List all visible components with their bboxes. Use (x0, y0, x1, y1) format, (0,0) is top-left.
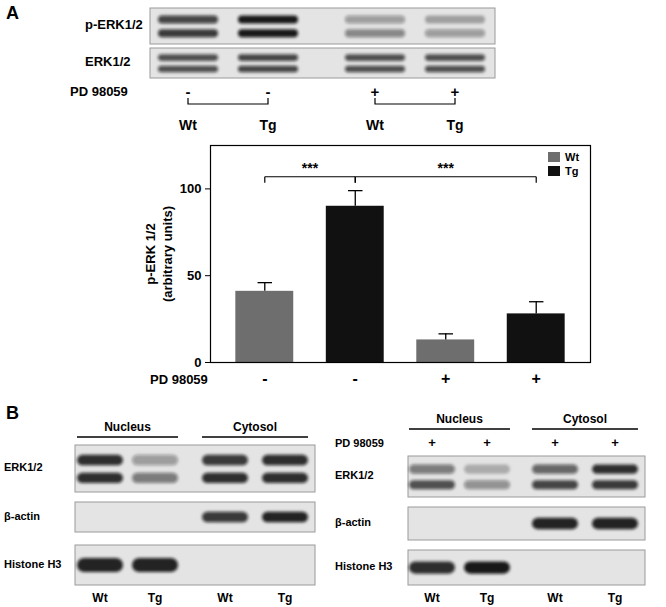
svg-text:+: + (551, 435, 559, 450)
svg-text:Wt: Wt (217, 591, 232, 605)
svg-text:+: + (371, 83, 380, 100)
svg-text:PD 98059: PD 98059 (335, 437, 384, 449)
svg-text:+: + (611, 435, 619, 450)
svg-text:***: *** (438, 160, 455, 176)
svg-text:Wt: Wt (92, 591, 107, 605)
svg-text:Tg: Tg (480, 591, 495, 605)
svg-text:Tg: Tg (148, 591, 163, 605)
svg-text:100: 100 (180, 181, 202, 196)
svg-text:ERK1/2: ERK1/2 (85, 54, 131, 69)
svg-text:p-ERK1/2: p-ERK1/2 (85, 17, 143, 32)
html-text:(arbitrary units): (arbitrary units) (160, 205, 175, 302)
svg-text:A: A (6, 3, 19, 23)
svg-text:0: 0 (194, 355, 201, 370)
svg-text:Histone H3: Histone H3 (4, 558, 61, 570)
svg-text:ERK1/2: ERK1/2 (335, 469, 374, 481)
svg-text:-: - (186, 83, 191, 100)
svg-text:Nucleus: Nucleus (436, 412, 483, 426)
svg-text:+: + (428, 435, 436, 450)
svg-text:Tg: Tg (608, 591, 623, 605)
svg-text:Histone H3: Histone H3 (335, 560, 392, 572)
svg-text:β-actin: β-actin (4, 510, 40, 522)
svg-text:Tg: Tg (446, 117, 463, 133)
svg-text:+: + (532, 370, 541, 387)
svg-text:Tg: Tg (278, 591, 293, 605)
svg-text:Cytosol: Cytosol (233, 420, 277, 434)
svg-text:Wt: Wt (547, 591, 562, 605)
svg-text:PD 98059: PD 98059 (70, 84, 128, 99)
svg-text:Cytosol: Cytosol (563, 412, 607, 426)
svg-text:ERK1/2: ERK1/2 (4, 461, 43, 473)
svg-text:Wt: Wt (179, 117, 197, 133)
html-text:PD 98059: PD 98059 (150, 372, 208, 387)
svg-text:β-actin: β-actin (335, 516, 371, 528)
svg-text:Wt: Wt (424, 591, 439, 605)
svg-text:B: B (6, 403, 19, 423)
html-text:Wt: Wt (565, 151, 579, 163)
html-text:Tg: Tg (565, 165, 579, 177)
svg-text:-: - (266, 83, 271, 100)
svg-text:Nucleus: Nucleus (104, 420, 151, 434)
svg-text:Wt: Wt (366, 117, 384, 133)
svg-text:+: + (451, 83, 460, 100)
html-text:p-ERK 1/2: p-ERK 1/2 (143, 222, 158, 285)
svg-text:-: - (353, 370, 358, 387)
svg-text:-: - (262, 370, 267, 387)
svg-text:+: + (441, 370, 450, 387)
svg-text:50: 50 (187, 268, 201, 283)
svg-text:+: + (483, 435, 491, 450)
svg-text:Tg: Tg (259, 117, 276, 133)
svg-text:***: *** (302, 160, 319, 176)
